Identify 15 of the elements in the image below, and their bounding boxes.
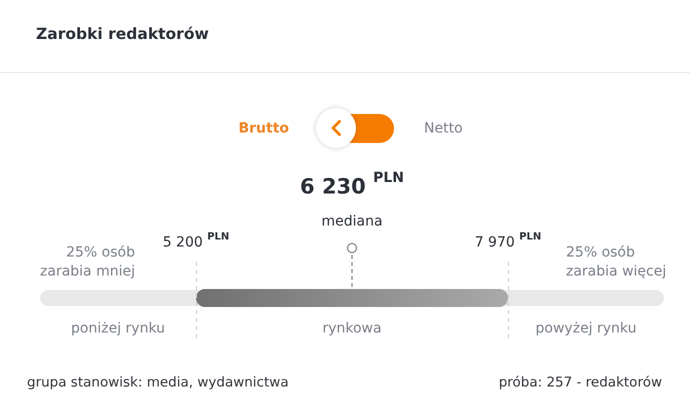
text: Zarobki redaktorów (36, 25, 209, 44)
text: PLN (373, 170, 404, 186)
text: rynkowa (322, 320, 382, 337)
category-label: mediana (321, 214, 383, 230)
text: 25% osób zarabia mniej (40, 244, 136, 280)
text: Netto (424, 120, 463, 137)
text: powyżej rynku (536, 320, 636, 337)
text: 25% osób zarabia więcej (566, 244, 666, 280)
data-label: 6 230 (300, 174, 366, 198)
text: 5 200 PLN (162, 231, 230, 251)
text: 7 970 PLN (474, 231, 542, 251)
text: Brutto (238, 120, 290, 137)
text: próba: 257 - redaktorów (498, 374, 662, 390)
text: grupa stanowisk: media, wydawnictwa (27, 374, 289, 390)
text: poniżej rynku (71, 320, 165, 337)
